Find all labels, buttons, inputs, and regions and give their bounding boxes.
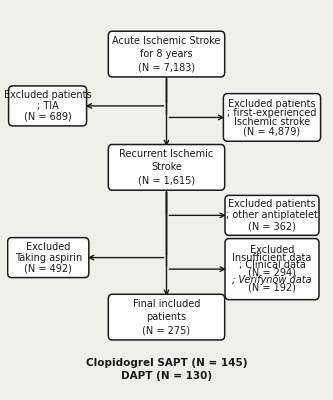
Text: Acute Ischemic Stroke: Acute Ischemic Stroke (112, 36, 221, 46)
Text: (N = 362): (N = 362) (248, 222, 296, 232)
Text: (N = 492): (N = 492) (24, 264, 72, 274)
Text: for 8 years: for 8 years (140, 49, 193, 59)
FancyBboxPatch shape (108, 144, 225, 190)
Text: ; first-experienced: ; first-experienced (227, 108, 317, 118)
Text: Final included: Final included (133, 299, 200, 309)
Text: (N = 192): (N = 192) (248, 283, 296, 293)
Text: (N = 275): (N = 275) (143, 325, 190, 335)
Text: DAPT (N = 130): DAPT (N = 130) (121, 371, 212, 381)
FancyBboxPatch shape (8, 238, 89, 278)
Text: ; Clinical data: ; Clinical data (238, 260, 305, 270)
FancyBboxPatch shape (223, 94, 321, 141)
Text: Stroke: Stroke (151, 162, 182, 172)
FancyBboxPatch shape (9, 86, 87, 126)
Text: ; other antiplatelet: ; other antiplatelet (226, 210, 318, 220)
FancyBboxPatch shape (225, 195, 319, 235)
Text: (N = 4,879): (N = 4,879) (243, 126, 301, 136)
Text: Excluded patients: Excluded patients (4, 90, 91, 100)
Text: (N = 1,615): (N = 1,615) (138, 176, 195, 186)
Text: Clopidogrel SAPT (N = 145): Clopidogrel SAPT (N = 145) (86, 358, 247, 368)
Text: Excluded patients: Excluded patients (228, 99, 316, 109)
Text: ; TIA: ; TIA (37, 101, 59, 111)
FancyBboxPatch shape (108, 31, 225, 77)
Text: Excluded patients: Excluded patients (228, 199, 316, 209)
FancyBboxPatch shape (108, 294, 225, 340)
Text: Insufficient data: Insufficient data (232, 253, 312, 263)
Text: (N = 294): (N = 294) (248, 268, 296, 278)
Text: ; Verifynow data: ; Verifynow data (232, 275, 312, 285)
Text: Excluded: Excluded (250, 246, 294, 256)
Text: (N = 7,183): (N = 7,183) (138, 62, 195, 72)
Text: Excluded: Excluded (26, 242, 70, 252)
Text: (N = 689): (N = 689) (24, 112, 72, 122)
FancyBboxPatch shape (225, 238, 319, 300)
Text: Recurrent Ischemic: Recurrent Ischemic (119, 149, 214, 159)
Text: patients: patients (147, 312, 186, 322)
Text: Ischemic stroke: Ischemic stroke (234, 117, 310, 127)
Text: Taking aspirin: Taking aspirin (15, 253, 82, 263)
